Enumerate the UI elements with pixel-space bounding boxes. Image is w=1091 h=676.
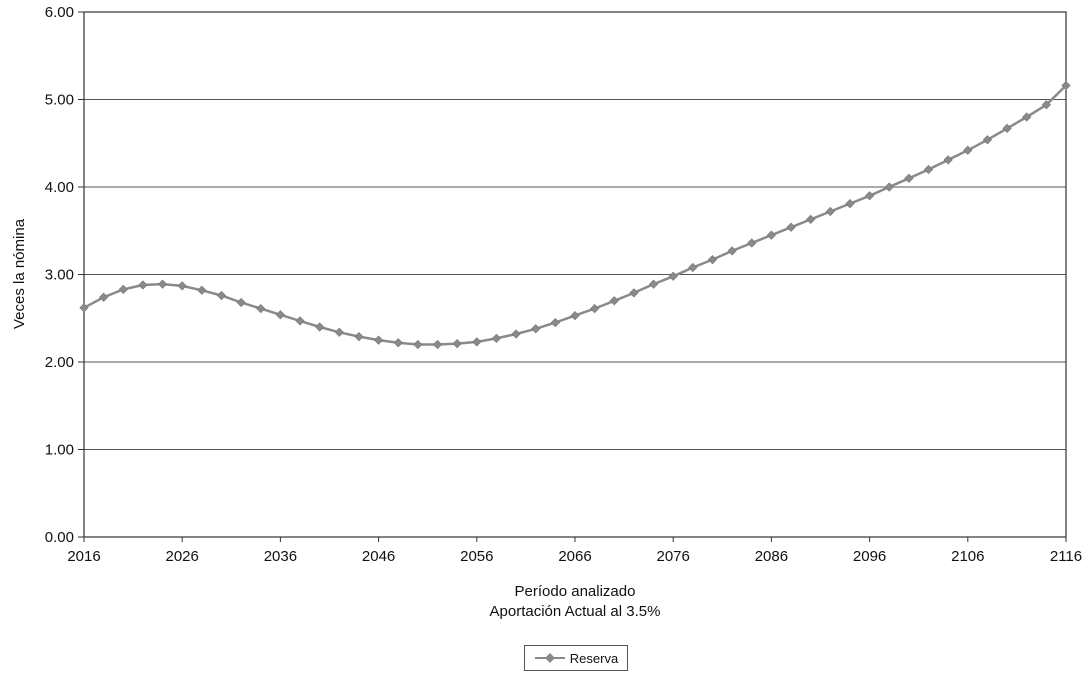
y-tick-label: 4.00 <box>45 179 74 196</box>
x-tick-label: 2076 <box>657 548 690 565</box>
data-point-marker <box>1002 123 1012 133</box>
data-point-marker <box>275 310 286 320</box>
y-tick-label: 2.00 <box>45 354 74 371</box>
data-point-marker <box>1061 80 1071 91</box>
x-axis-subtitle: Aportación Actual al 3.5% <box>490 603 661 620</box>
data-point-marker <box>1022 112 1032 122</box>
data-point-marker <box>315 322 325 332</box>
data-point-marker <box>963 145 973 155</box>
data-point-marker <box>157 279 168 289</box>
data-point-marker <box>256 304 266 314</box>
x-axis-title: Período analizado <box>515 583 636 600</box>
data-point-marker <box>138 280 148 290</box>
data-point-marker <box>511 329 521 339</box>
data-point-marker <box>727 246 737 256</box>
data-point-marker <box>452 339 462 349</box>
data-point-marker <box>609 296 619 306</box>
x-tick-label: 2036 <box>264 548 297 565</box>
data-point-marker <box>825 206 835 217</box>
data-point-marker <box>786 222 796 232</box>
x-tick-label: 2046 <box>362 548 395 565</box>
y-tick-label: 6.00 <box>45 4 74 21</box>
data-point-marker <box>491 333 502 343</box>
data-point-marker <box>354 332 364 342</box>
data-point-marker <box>295 316 305 326</box>
data-point-marker <box>904 173 914 183</box>
data-point-marker <box>1041 100 1051 110</box>
series-line <box>83 84 1067 346</box>
data-point-marker <box>943 155 953 165</box>
data-point-marker <box>373 335 384 345</box>
y-tick-label: 3.00 <box>45 267 74 284</box>
data-point-marker <box>550 318 560 328</box>
data-point-marker <box>177 281 187 291</box>
data-point-marker <box>531 324 541 334</box>
x-tick-label: 2026 <box>166 548 199 565</box>
data-point-marker <box>99 292 109 302</box>
legend: Reserva <box>524 645 628 671</box>
x-tick-label: 2066 <box>558 548 591 565</box>
data-point-marker <box>413 339 423 350</box>
data-point-marker <box>707 255 718 265</box>
legend-label: Reserva <box>569 650 619 666</box>
data-point-marker <box>118 284 128 294</box>
y-tick-label: 1.00 <box>45 442 74 459</box>
x-tick-label: 2106 <box>951 548 984 565</box>
x-tick-label: 2056 <box>460 548 493 565</box>
data-point-marker <box>982 135 993 145</box>
data-point-marker <box>216 290 227 301</box>
data-point-marker <box>334 327 344 337</box>
x-axis-ticks: 2016 2026 2036 2046 2056 2066 2076 2086 2096 2106… <box>67 537 1082 565</box>
y-tick-label: 0.00 <box>45 529 74 546</box>
x-tick-label: 2096 <box>853 548 886 565</box>
data-point-marker <box>688 262 698 273</box>
x-tick-label: 2116 <box>1050 548 1082 565</box>
data-point-marker <box>747 238 757 248</box>
legend-marker-icon <box>534 653 565 663</box>
data-point-marker <box>432 339 443 350</box>
data-point-marker <box>590 304 600 314</box>
data-point-marker <box>845 199 855 209</box>
data-point-marker <box>766 230 777 240</box>
y-axis-title: Veces la nómina <box>11 218 28 329</box>
data-point-marker <box>668 271 678 281</box>
x-tick-label: 2086 <box>755 548 788 565</box>
data-point-marker <box>806 214 816 224</box>
data-point-marker <box>629 288 639 298</box>
data-point-marker <box>884 182 894 192</box>
data-point-marker <box>570 311 580 321</box>
data-point-marker <box>648 279 659 289</box>
x-tick-label: 2016 <box>67 548 100 565</box>
data-point-marker <box>472 337 482 347</box>
data-point-marker <box>197 285 207 295</box>
gridlines <box>84 99 1066 450</box>
series-reserva <box>79 80 1071 350</box>
y-tick-label: 5.00 <box>45 92 74 109</box>
data-point-marker <box>236 297 246 308</box>
data-point-marker <box>393 338 403 348</box>
data-point-marker <box>923 164 934 175</box>
y-axis-ticks: 0.00 1.00 2.00 3.00 4.00 5.00 6.00 <box>45 4 84 546</box>
data-point-marker <box>864 191 875 201</box>
data-point-marker <box>79 303 89 313</box>
